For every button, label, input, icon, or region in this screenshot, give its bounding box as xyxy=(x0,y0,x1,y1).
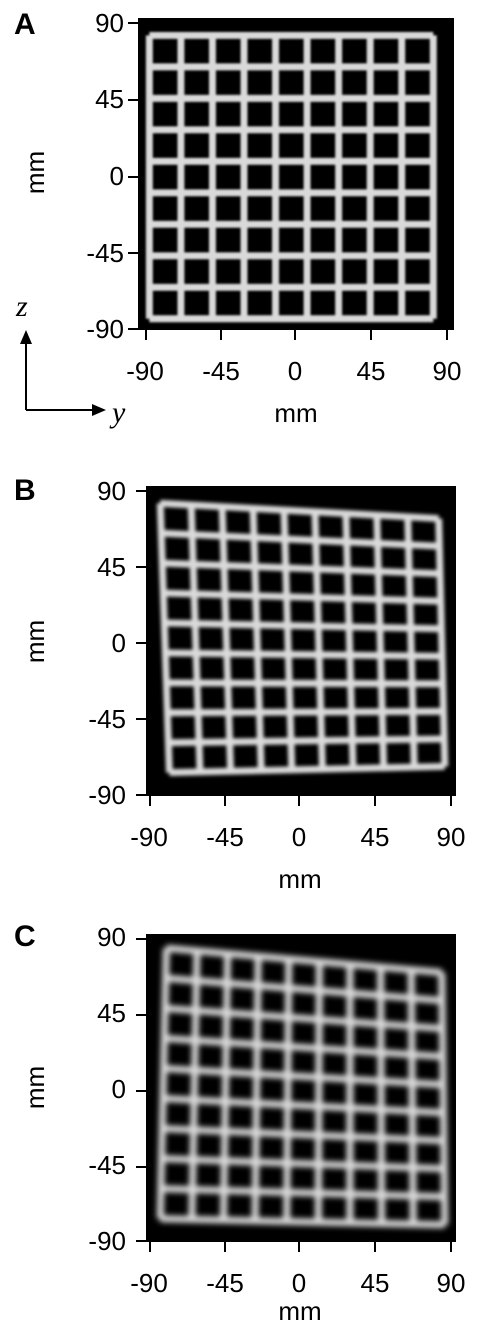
grid-line-horizontal xyxy=(167,707,444,717)
grid-line-vertical xyxy=(404,516,418,768)
grid-line-vertical xyxy=(342,513,357,769)
y-axis-label: mm xyxy=(20,619,51,664)
grid-line-horizontal xyxy=(166,679,443,688)
grid-line-horizontal xyxy=(164,619,442,633)
grid-line-vertical xyxy=(377,967,386,1224)
x-tick: 90 xyxy=(436,822,466,852)
x-axis-label: mm xyxy=(278,1296,322,1326)
grid-line-horizontal xyxy=(160,499,439,523)
grid-line-vertical xyxy=(407,969,417,1225)
x-tick: -90 xyxy=(130,1268,168,1298)
x-tick: 90 xyxy=(436,1268,466,1298)
y-tick: 45 xyxy=(95,84,124,114)
y-axis-label: mm xyxy=(20,150,51,195)
grid-line-horizontal xyxy=(161,1155,445,1173)
z-axis-symbol: z xyxy=(16,290,28,323)
grid-line-vertical xyxy=(249,508,265,771)
grid-line-horizontal xyxy=(168,735,445,747)
x-tick: -90 xyxy=(126,356,164,386)
grid-line-vertical xyxy=(373,515,388,768)
y-tick: 0 xyxy=(111,1074,126,1104)
axes-orientation-icon xyxy=(20,330,106,416)
grid-svg xyxy=(156,944,449,1229)
grid-line-horizontal xyxy=(165,974,443,1004)
panel-b: B 90 45 0 -45 -90 mm -90 -45 0 45 90 mm xyxy=(0,466,478,906)
grid-line-vertical xyxy=(311,511,326,770)
y-tick: 45 xyxy=(97,998,126,1028)
grid-image xyxy=(138,18,454,330)
grid-line-vertical xyxy=(156,948,170,1219)
y-tick: -45 xyxy=(88,1150,126,1180)
x-tick: -90 xyxy=(130,822,168,852)
grid-line-horizontal xyxy=(169,763,445,777)
y-axis-symbol: y xyxy=(112,396,126,429)
grid-line-horizontal xyxy=(165,649,443,660)
grid-line-horizontal xyxy=(162,559,441,578)
grid-line-horizontal xyxy=(166,944,443,976)
y-axis-label: mm xyxy=(20,1065,51,1110)
grid-line-vertical xyxy=(435,518,449,767)
grid-line-vertical xyxy=(218,506,235,772)
grid-image xyxy=(146,486,456,796)
x-tick: -45 xyxy=(206,1268,244,1298)
grid-line-horizontal xyxy=(160,1185,445,1201)
grid-line-vertical xyxy=(188,950,201,1220)
panel-label: B xyxy=(14,474,36,507)
y-tick: 90 xyxy=(97,922,126,952)
x-tick: 0 xyxy=(291,822,307,852)
x-tick: 0 xyxy=(287,356,303,386)
grid-line-vertical xyxy=(220,953,232,1221)
y-tick: -45 xyxy=(88,704,126,734)
x-tick: -45 xyxy=(202,356,240,386)
y-tick: 0 xyxy=(111,628,126,658)
y-tick: -90 xyxy=(88,1226,126,1256)
grid-line-horizontal xyxy=(160,1215,445,1229)
y-tick: 0 xyxy=(109,161,124,191)
grid-line-horizontal xyxy=(163,589,441,605)
panel-c: C 90 45 0 -45 -90 mm -90 -45 0 45 90 mm xyxy=(0,912,478,1332)
panel-label: A xyxy=(14,8,36,41)
x-axis-label: mm xyxy=(274,398,318,428)
y-tick: -45 xyxy=(86,238,124,268)
y-tick: 90 xyxy=(97,476,126,506)
grid-line-horizontal xyxy=(162,1125,444,1145)
grid-line-horizontal xyxy=(162,1095,444,1117)
grid-line-horizontal xyxy=(163,1064,444,1089)
grid-image xyxy=(146,934,456,1242)
grid-line-horizontal xyxy=(164,1004,443,1032)
grid-line-horizontal xyxy=(164,1034,444,1061)
grid-line-vertical xyxy=(251,956,262,1221)
grid-line-vertical xyxy=(280,509,296,770)
grid-line-vertical xyxy=(187,504,204,773)
x-tick: 90 xyxy=(432,356,462,386)
grid-line-vertical xyxy=(283,958,293,1222)
panel-a: A 90 45 0 -45 -90 mm -90 -45 0 45 90 mm … xyxy=(0,0,478,440)
grid-line-vertical xyxy=(314,961,323,1223)
y-tick: 90 xyxy=(95,8,124,38)
panel-label: C xyxy=(14,920,36,953)
x-tick: -45 xyxy=(206,822,244,852)
x-tick: 45 xyxy=(360,1268,390,1298)
grid-svg xyxy=(156,499,449,777)
y-tick: -90 xyxy=(88,780,126,810)
x-tick: 45 xyxy=(360,822,390,852)
grid-line-vertical xyxy=(438,972,449,1225)
grid-line-vertical xyxy=(156,503,173,773)
x-tick: 45 xyxy=(356,356,386,386)
x-axis-label: mm xyxy=(278,864,322,894)
grid-line-horizontal xyxy=(161,529,440,550)
grid-svg xyxy=(145,31,437,323)
y-tick: -90 xyxy=(86,314,124,344)
x-tick: 0 xyxy=(291,1268,307,1298)
y-tick: 45 xyxy=(97,552,126,582)
